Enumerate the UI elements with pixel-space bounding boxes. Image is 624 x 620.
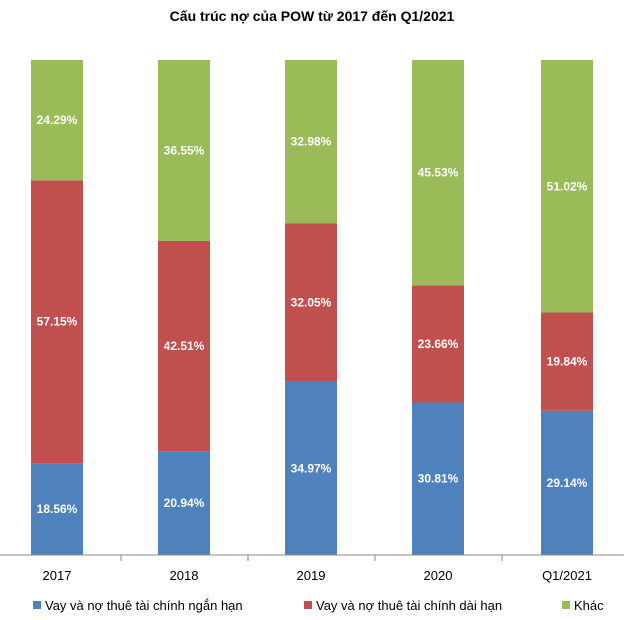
x-tick-label-2020: 2020 [424,568,453,583]
legend: Vay và nợ thuê tài chính ngắn hạn Vay và … [33,598,604,613]
data-label-q1-2021-series-1: 29.14% [547,476,588,490]
bar-segment-2020-series-3 [412,60,464,286]
bar-segment-2018-series-1 [158,451,210,555]
data-label-2018-series-1: 20.94% [164,496,205,510]
data-label-2019-series-3: 32.98% [291,135,332,149]
legend-label-series-3: Khác [574,598,604,613]
bar-segment-2018-series-2 [158,240,210,452]
data-label-q1-2021-series-3: 51.02% [547,179,588,193]
data-label-2020-series-3: 45.53% [418,166,459,180]
x-axis-labels: 2017 2018 2019 2020 Q1/2021 [43,568,592,583]
x-tick-label-q1-2021: Q1/2021 [542,568,592,583]
legend-marker-series-2 [304,601,312,609]
legend-label-series-2: Vay và nợ thuê tài chính dài hạn [316,598,502,613]
data-label-q1-2021-series-2: 19.84% [547,355,588,369]
bars-group [31,60,593,555]
legend-label-series-1: Vay và nợ thuê tài chính ngắn hạn [45,598,243,613]
bar-segment-2019-series-1 [285,381,337,555]
bar-segment-2020-series-2 [412,285,464,403]
chart-title: Cấu trúc nợ của POW từ 2017 đến Q1/2021 [170,8,455,24]
x-axis-ticks [120,555,503,561]
data-label-2019-series-2: 32.05% [291,296,332,310]
data-label-2018-series-3: 36.55% [164,143,205,157]
bar-segment-2019-series-2 [285,223,337,382]
x-tick-label-2018: 2018 [170,568,199,583]
bar-segment-2017-series-2 [31,180,83,464]
data-label-2020-series-1: 30.81% [418,472,459,486]
data-label-2017-series-2: 57.15% [37,315,78,329]
legend-marker-series-1 [33,601,41,609]
bar-segment-2017-series-3 [31,60,83,181]
data-labels-group: 18.56% 57.15% 24.29% 20.94% 42.51% 36.55% 34.9… [37,113,588,516]
bar-segment-2019-series-3 [285,60,337,224]
bar-segment-q1-2021-series-3 [541,60,593,313]
bar-segment-2020-series-1 [412,402,464,555]
bar-segment-q1-2021-series-1 [541,410,593,555]
bar-segment-q1-2021-series-2 [541,312,593,411]
data-label-2020-series-2: 23.66% [418,337,459,351]
x-tick-label-2017: 2017 [43,568,72,583]
legend-marker-series-3 [562,601,570,609]
data-label-2019-series-1: 34.97% [291,461,332,475]
data-label-2017-series-3: 24.29% [37,113,78,127]
data-label-2017-series-1: 18.56% [37,502,78,516]
bar-segment-2018-series-3 [158,60,210,241]
x-tick-label-2019: 2019 [297,568,326,583]
bar-segment-2017-series-1 [31,463,83,555]
data-label-2018-series-2: 42.51% [164,339,205,353]
